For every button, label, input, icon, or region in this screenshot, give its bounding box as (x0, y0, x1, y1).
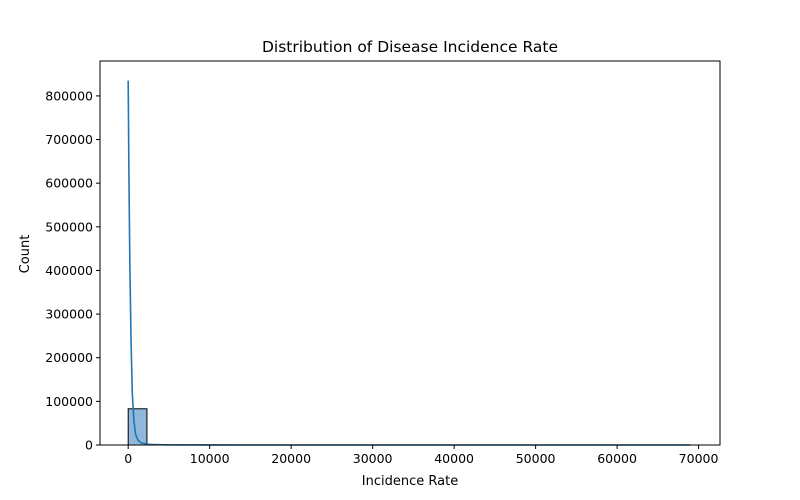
axes: 0 10000 20000 30000 40000 50000 60000 700000100… (45, 60, 721, 466)
y-tick-label: 700000 (45, 132, 93, 147)
x-tick-label: 50000 (516, 451, 556, 466)
y-tick-label: 100000 (45, 394, 93, 409)
y-tick-label: 0 (85, 438, 93, 453)
y-tick-label: 400000 (45, 263, 93, 278)
y-tick-label: 600000 (45, 176, 93, 191)
y-axis-title: Count (18, 235, 33, 274)
x-tick-label: 0 (124, 451, 132, 466)
x-tick-label: 60000 (597, 451, 637, 466)
y-tick-label: 500000 (45, 219, 93, 234)
y-tick-label: 300000 (45, 307, 93, 322)
x-tick-label: 40000 (434, 451, 474, 466)
x-tick-label: 70000 (679, 451, 719, 466)
x-tick-label: 30000 (353, 451, 393, 466)
y-tick-label: 200000 (45, 350, 93, 365)
kde-line (127, 80, 691, 446)
chart-title: Distribution of Disease Incidence Rate (262, 38, 558, 56)
x-tick-label: 10000 (190, 451, 230, 466)
x-tick-label: 20000 (271, 451, 311, 466)
x-axis-title: Incidence Rate (362, 474, 458, 489)
plot-frame (99, 60, 721, 446)
y-tick-label: 800000 (45, 88, 93, 103)
plot-area (127, 80, 691, 446)
